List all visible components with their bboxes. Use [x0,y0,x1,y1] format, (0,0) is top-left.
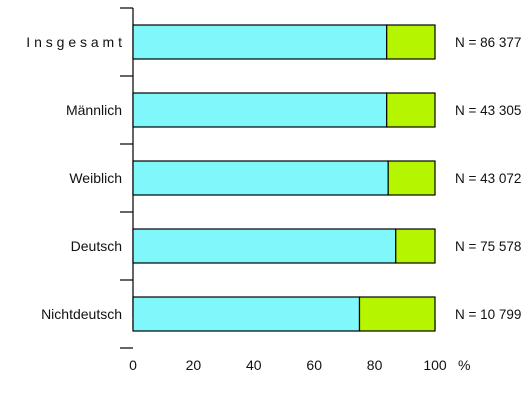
bar-segment-1 [132,160,389,196]
bar-segment-2 [386,24,436,60]
bar-segment-2 [395,228,436,264]
bar-segment-1 [132,296,361,332]
x-tick-label: 20 [186,357,202,373]
category-label: I n s g e s a m t [26,34,122,50]
bar-segment-1 [132,24,388,60]
x-axis-unit: % [458,357,470,373]
bar-segment-2 [358,296,436,332]
category-label: Nichtdeutsch [41,306,122,322]
category-label: Weiblich [69,170,122,186]
x-tick-label: 0 [129,357,137,373]
bar-segment-1 [132,228,397,264]
chart-labels: 0 20 40 60 80 100 % I n s g e s a m t N = 86 377… [26,34,521,373]
category-label: Deutsch [71,238,122,254]
category-label: Männlich [66,102,122,118]
x-tick-label: 40 [246,357,262,373]
sample-size-label: N = 43 072 [455,171,521,186]
x-tick-label: 100 [423,357,447,373]
x-tick-label: 80 [367,357,383,373]
bar-segment-1 [132,92,388,128]
sample-size-label: N = 10 799 [455,307,521,322]
bar-segment-2 [386,92,436,128]
chart-bars [132,24,436,332]
x-tick-label: 60 [306,357,322,373]
bar-segment-2 [387,160,436,196]
sample-size-label: N = 75 578 [455,239,521,254]
sample-size-label: N = 43 305 [455,103,521,118]
sample-size-label: N = 86 377 [455,35,521,50]
